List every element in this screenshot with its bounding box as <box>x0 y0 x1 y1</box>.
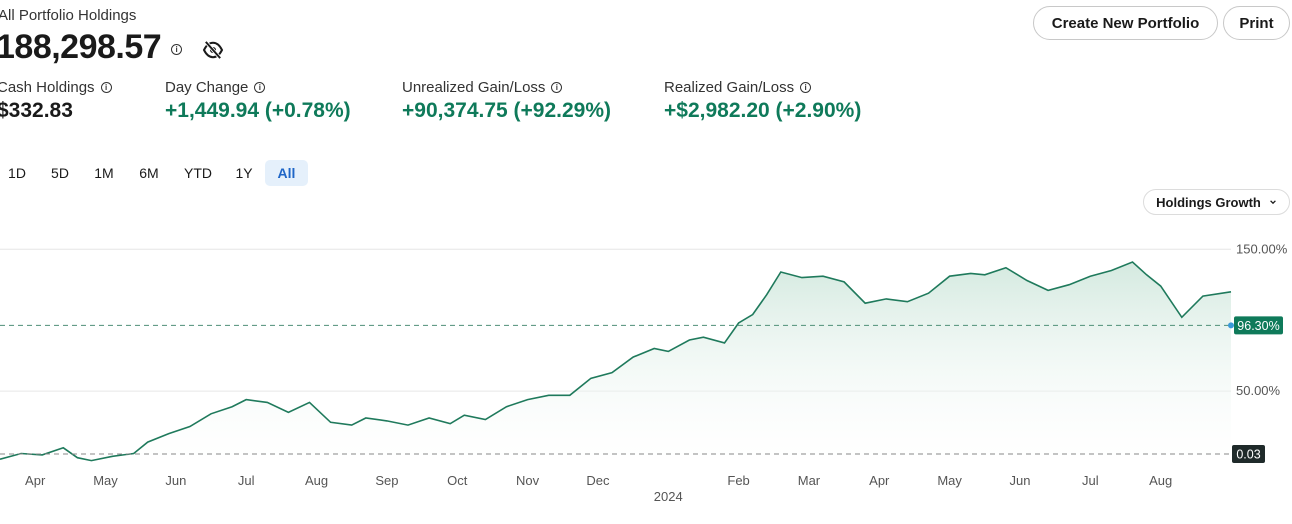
metric-realized-gain-loss: Realized Gain/Loss i +$2,982.20 (+2.90%) <box>664 79 861 123</box>
tab-5d[interactable]: 5D <box>51 165 69 181</box>
chart-area-fill <box>0 262 1231 462</box>
info-icon[interactable]: i <box>800 82 812 93</box>
metric-value: +$2,982.20 (+2.90%) <box>664 99 862 122</box>
baseline-tag <box>1232 444 1265 463</box>
x-tick-label: Sep <box>375 473 398 488</box>
x-tick-label: May <box>93 473 118 488</box>
y-tick-label: 150.00% <box>1236 241 1288 256</box>
chart-series-line <box>0 261 1232 462</box>
eye-slash-icon[interactable] <box>202 40 224 59</box>
x-tick-label: Jul <box>238 473 255 488</box>
x-tick-label: Apr <box>869 473 890 488</box>
year-label: 2024 <box>654 489 683 504</box>
info-icon[interactable]: i <box>551 82 563 93</box>
metric-label: Day Change <box>165 79 249 96</box>
tab-ytd[interactable]: YTD <box>184 165 212 181</box>
chart-mode-dropdown[interactable]: Holdings Growth <box>1143 189 1290 215</box>
tab-1y[interactable]: 1Y <box>235 165 253 181</box>
x-tick-label: Jun <box>1009 473 1030 488</box>
metric-value: +90,374.75 (+92.29%) <box>402 99 611 122</box>
x-tick-label: Jun <box>165 473 186 488</box>
metric-value: $332.83 <box>0 99 73 122</box>
info-icon[interactable]: i <box>100 82 112 93</box>
x-tick-label: Aug <box>1149 473 1172 488</box>
current-value-label: 96.30% <box>1237 319 1279 333</box>
x-tick-label: May <box>937 473 962 488</box>
current-value-dot <box>1228 322 1234 329</box>
metric-day-change: Day Change i +1,449.94 (+0.78%) <box>165 79 351 123</box>
total-value-row: 188,298.57 i <box>0 28 224 67</box>
x-tick-label: Dec <box>586 473 610 488</box>
metric-unrealized-gain-loss: Unrealized Gain/Loss i +90,374.75 (+92.2… <box>402 79 611 123</box>
total-value: 188,298.57 <box>0 28 162 66</box>
metric-label: Cash Holdings <box>0 79 95 96</box>
create-new-portfolio-button[interactable]: Create New Portfolio <box>1033 6 1218 40</box>
info-icon[interactable]: i <box>171 44 183 55</box>
metric-value: +1,449.94 (+0.78%) <box>165 99 351 122</box>
current-value-tag <box>1234 316 1283 335</box>
x-tick-label: Aug <box>305 473 328 488</box>
print-button[interactable]: Print <box>1223 6 1290 40</box>
x-tick-label: Apr <box>25 473 46 488</box>
tab-1d[interactable]: 1D <box>8 165 26 181</box>
y-tick-label: 50.00% <box>1236 383 1281 398</box>
x-tick-label: Nov <box>516 473 540 488</box>
tab-1m[interactable]: 1M <box>94 165 114 181</box>
chart-mode-label: Holdings Growth <box>1156 194 1261 210</box>
tab-6m[interactable]: 6M <box>139 165 159 181</box>
metric-label: Unrealized Gain/Loss <box>402 79 546 96</box>
x-tick-label: Feb <box>727 473 749 488</box>
metric-label: Realized Gain/Loss <box>664 79 795 96</box>
chevron-down-icon <box>1270 200 1276 205</box>
x-tick-label: Mar <box>798 473 821 488</box>
page-title: All Portfolio Holdings <box>0 7 137 24</box>
holdings-growth-chart: 96.30% 0.03 150.00% 50.00% Apr May Jun Jul Aug S… <box>0 241 1288 504</box>
info-icon[interactable]: i <box>254 82 266 93</box>
x-tick-label: Jul <box>1082 473 1099 488</box>
baseline-label: 0.03 <box>1236 447 1260 461</box>
metric-cash-holdings: Cash Holdings i $332.83 <box>0 79 112 123</box>
tab-all[interactable]: All <box>265 160 308 186</box>
x-tick-label: Oct <box>447 473 468 488</box>
